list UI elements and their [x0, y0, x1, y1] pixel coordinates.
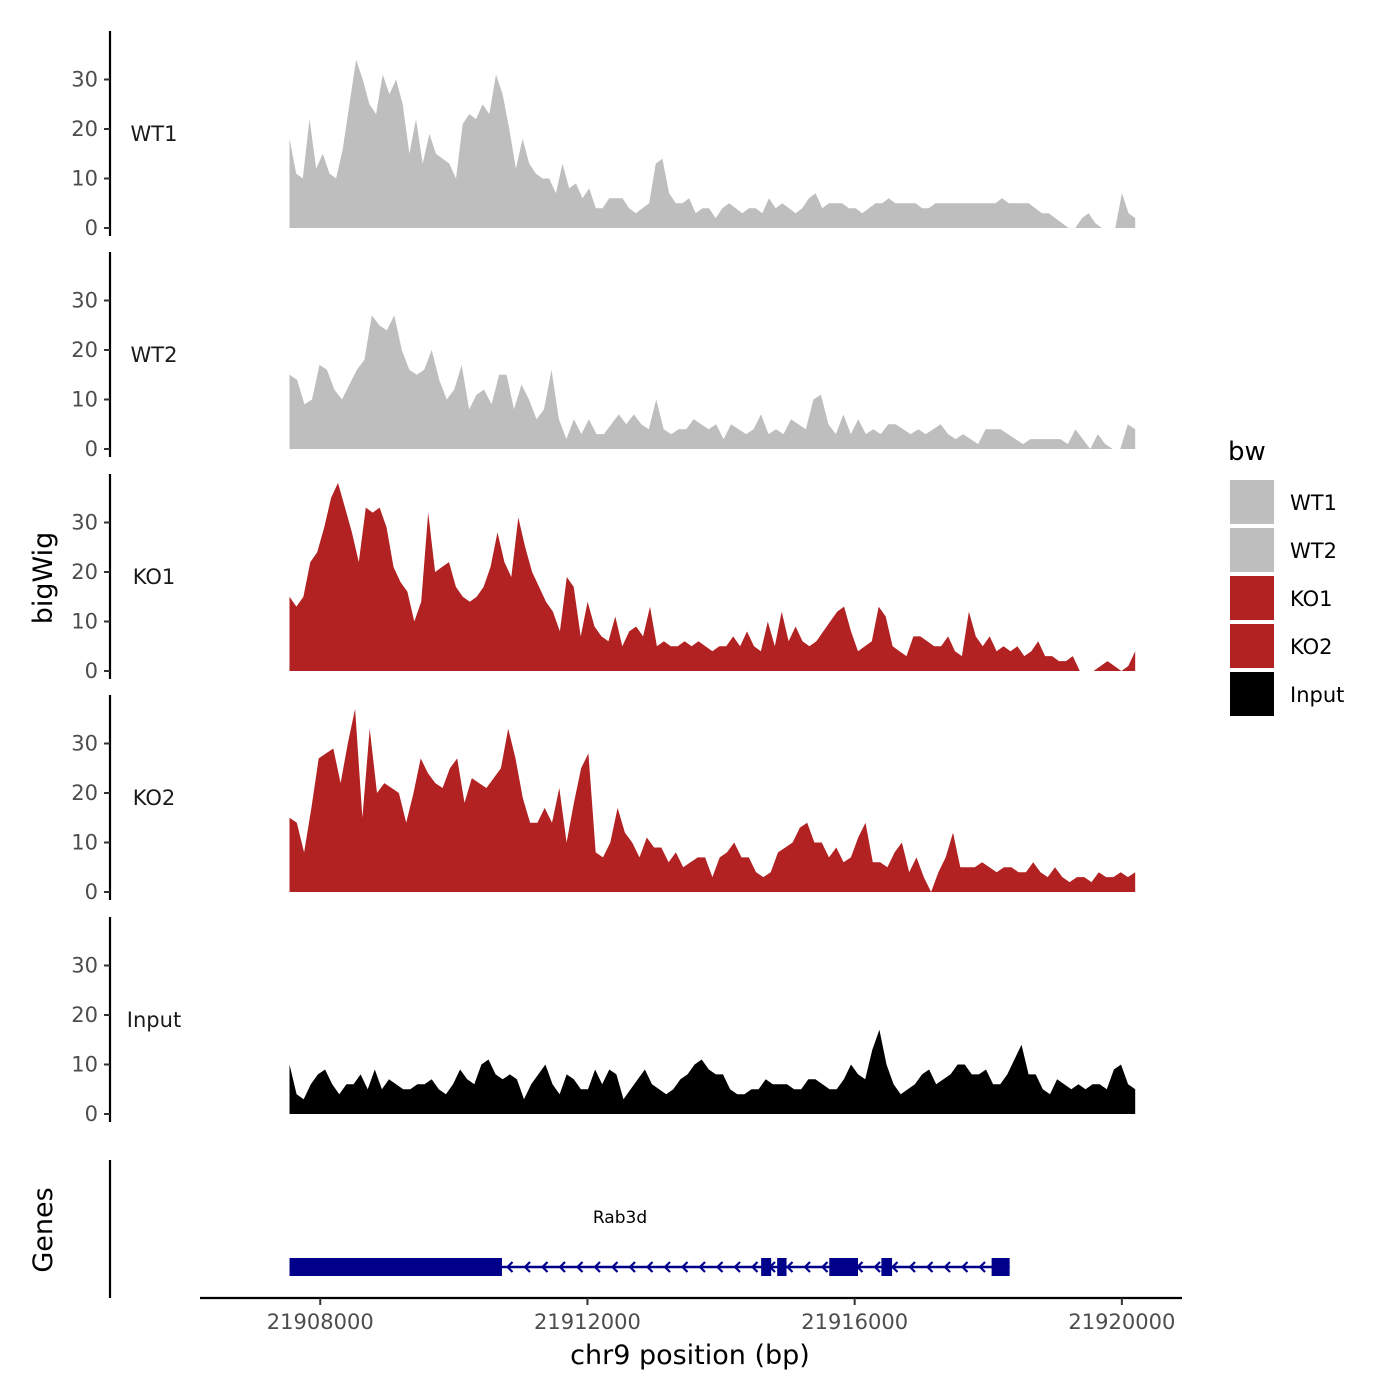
strand-arrow	[960, 1261, 969, 1273]
y-tick-label-wt2-20: 20	[71, 338, 98, 362]
y-tick-label-ko2-20: 20	[71, 781, 98, 805]
y-tick-label-wt1-30: 30	[71, 68, 98, 92]
x-tick-label-21916000: 21916000	[801, 1310, 908, 1334]
y-tick-label-ko2-10: 10	[71, 831, 98, 855]
strand-arrow	[628, 1261, 636, 1273]
x-tick-label-21920000: 21920000	[1068, 1310, 1175, 1334]
gene-panel: Rab3d	[108, 1160, 1010, 1298]
track-label-input: Input	[127, 1008, 181, 1032]
legend-title: bw	[1228, 437, 1266, 467]
legend-label-wt2: WT2	[1290, 539, 1337, 563]
strand-arrow	[785, 1261, 794, 1273]
legend-swatch-ko2	[1230, 624, 1274, 668]
exon-1	[289, 1258, 502, 1276]
track-wt2: 0 10 20 30 WT2	[71, 252, 1136, 461]
strand-arrow	[733, 1261, 741, 1273]
legend-label-wt1: WT1	[1290, 491, 1337, 515]
track-label-wt2: WT2	[131, 343, 178, 367]
y-tick-label-wt2-10: 10	[71, 388, 98, 412]
strand-arrow	[680, 1261, 689, 1273]
exon-3	[777, 1258, 787, 1276]
strand-arrow	[505, 1261, 514, 1273]
track-label-ko2: KO2	[133, 786, 176, 810]
legend-swatch-wt1	[1230, 480, 1274, 524]
exon-6	[991, 1258, 1010, 1276]
legend-label-ko1: KO1	[1290, 587, 1333, 611]
legend-swatch-wt2	[1230, 528, 1274, 572]
gene-label: Rab3d	[593, 1208, 647, 1228]
track-input: 0 10 20 30 Input	[71, 917, 1136, 1126]
track-wt1: 0 10 20 30 WT1	[71, 31, 1136, 240]
legend-label-input: Input	[1290, 683, 1344, 707]
strand-arrow	[943, 1261, 951, 1273]
strand-arrow	[750, 1261, 759, 1273]
y-tick-label-wt1-10: 10	[71, 167, 98, 191]
x-tick-label-21912000: 21912000	[534, 1310, 641, 1334]
strand-arrow	[873, 1261, 881, 1273]
track-ko1: 0 10 20 30 KO1	[71, 474, 1136, 683]
exon-2	[761, 1258, 772, 1276]
legend-label-ko2: KO2	[1290, 635, 1333, 659]
y-tick-label-ko1-20: 20	[71, 560, 98, 584]
y-tick-label-wt2-0: 0	[85, 437, 98, 461]
strand-arrow	[540, 1261, 549, 1273]
strand-arrow	[925, 1261, 934, 1273]
coverage-area-ko1	[289, 482, 1136, 671]
coverage-area-wt1	[289, 59, 1136, 229]
strand-arrow	[715, 1261, 724, 1273]
strand-arrow	[610, 1261, 619, 1273]
strand-arrow	[663, 1261, 671, 1273]
y-tick-label-ko1-10: 10	[71, 610, 98, 634]
y-tick-label-wt1-20: 20	[71, 117, 98, 141]
y-tick-label-ko1-30: 30	[71, 511, 98, 535]
strand-arrow	[890, 1261, 899, 1273]
track-ko2: 0 10 20 30 KO2	[71, 695, 1136, 904]
y-tick-label-input-0: 0	[85, 1102, 98, 1126]
exon-5	[881, 1258, 893, 1276]
strand-arrow	[803, 1261, 811, 1273]
strand-arrow	[698, 1261, 706, 1273]
coverage-area-ko2	[289, 708, 1136, 892]
y-tick-label-ko2-30: 30	[71, 732, 98, 756]
y-tick-label-ko1-0: 0	[85, 659, 98, 683]
strand-arrow	[593, 1261, 601, 1273]
genes-axis-title: Genes	[28, 1187, 59, 1272]
strand-arrow	[645, 1261, 654, 1273]
track-label-wt1: WT1	[131, 122, 178, 146]
strand-arrow	[558, 1261, 566, 1273]
track-label-ko1: KO1	[133, 565, 176, 589]
strand-arrow	[978, 1261, 986, 1273]
legend: bw WT1 WT2 KO1 KO2 Input	[1228, 437, 1344, 716]
exon-4	[829, 1258, 859, 1276]
y-tick-label-input-10: 10	[71, 1053, 98, 1077]
strand-arrow	[820, 1261, 829, 1273]
coverage-area-input	[289, 1029, 1136, 1114]
legend-swatch-input	[1230, 672, 1274, 716]
y-tick-label-input-30: 30	[71, 954, 98, 978]
coverage-area-wt2	[289, 315, 1136, 449]
x-tick-label-21908000: 21908000	[267, 1310, 374, 1334]
x-axis-title: chr9 position (bp)	[570, 1340, 810, 1371]
strand-arrow	[523, 1261, 531, 1273]
track-panels: 0 10 20 30 WT1 0 10 20 30 WT2 0 10 20 30 KO1 0 10 20 30 KO2…	[71, 31, 1136, 1126]
y-tick-label-wt2-30: 30	[71, 289, 98, 313]
y-axis-title: bigWig	[28, 532, 59, 625]
y-tick-label-ko2-0: 0	[85, 880, 98, 904]
y-tick-label-input-20: 20	[71, 1003, 98, 1027]
strand-arrow	[908, 1261, 916, 1273]
y-tick-label-wt1-0: 0	[85, 216, 98, 240]
legend-swatch-ko1	[1230, 576, 1274, 620]
strand-arrow	[575, 1261, 584, 1273]
x-axis: 21908000 21912000 21916000 21920000	[200, 1296, 1182, 1334]
